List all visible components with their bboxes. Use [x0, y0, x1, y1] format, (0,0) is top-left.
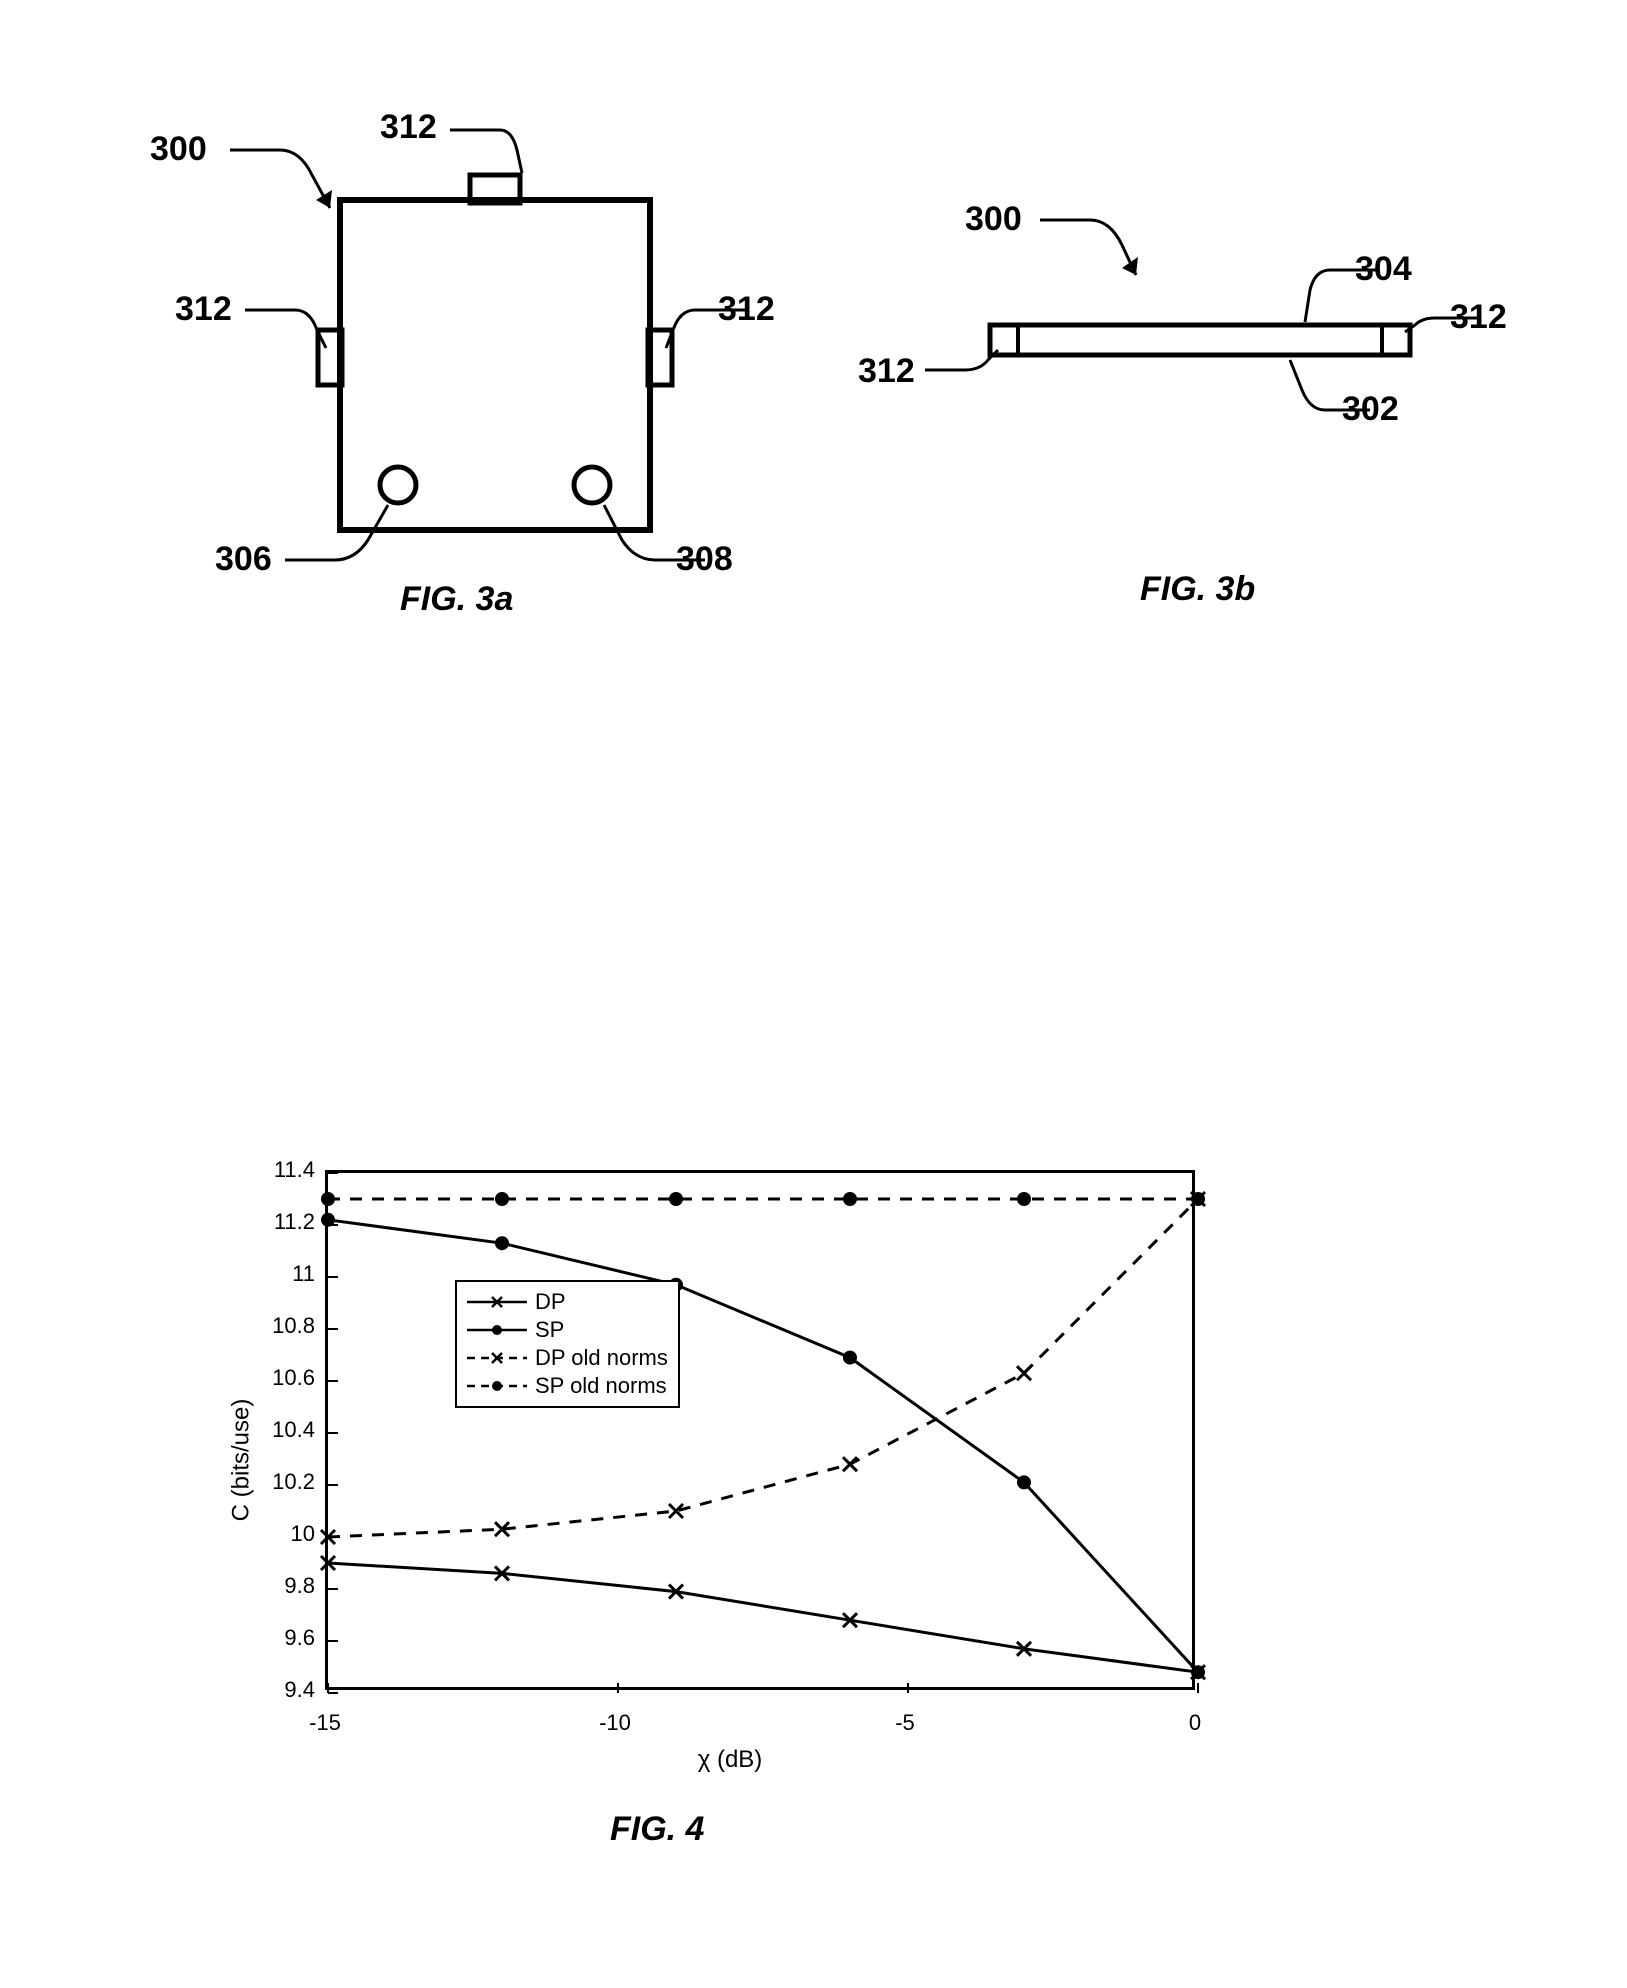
ref-302: 302 [1342, 390, 1399, 429]
y-axis-label: C (bits/use) [227, 1399, 255, 1522]
ref-312-left-3b: 312 [858, 352, 915, 391]
y-tick-label: 9.6 [255, 1625, 315, 1651]
legend-label: SP old norms [535, 1373, 667, 1399]
legend-row: SP old norms [467, 1372, 668, 1400]
legend-label: DP [535, 1289, 566, 1315]
plot-area [325, 1170, 1195, 1690]
legend-swatch [467, 1376, 527, 1396]
legend-swatch [467, 1320, 527, 1340]
fig3a-caption: FIG. 3a [400, 580, 513, 619]
fig4-caption: FIG. 4 [610, 1810, 704, 1849]
x-tick-label: 0 [1189, 1710, 1201, 1736]
legend-swatch [467, 1348, 527, 1368]
y-tick-label: 9.4 [255, 1677, 315, 1703]
x-tick-label: -15 [309, 1710, 341, 1736]
y-tick-label: 10 [255, 1521, 315, 1547]
y-tick-label: 10.2 [255, 1469, 315, 1495]
figure-3b: 300 304 312 312 302 FIG. 3b [850, 170, 1550, 650]
ref-304: 304 [1355, 250, 1412, 289]
legend-row: SP [467, 1316, 668, 1344]
arrow-300 [316, 190, 332, 208]
legend-row: DP old norms [467, 1344, 668, 1372]
y-tick-label: 10.4 [255, 1417, 315, 1443]
x-tick-label: -5 [895, 1710, 915, 1736]
ref-300-3a: 300 [150, 130, 207, 169]
slab-outline [990, 325, 1410, 355]
x-tick-label: -10 [599, 1710, 631, 1736]
fig3b-caption: FIG. 3b [1140, 570, 1255, 609]
lead-300 [230, 150, 330, 208]
ref-306: 306 [215, 540, 272, 579]
y-tick-label: 9.8 [255, 1573, 315, 1599]
figure-4: 9.4 9.6 9.8 10 10.2 10.4 10.6 10.8 11 11.2 11.4 -1… [225, 1150, 1235, 1770]
ref-312-right: 312 [718, 290, 775, 329]
legend-row: DP [467, 1288, 668, 1316]
ref-308: 308 [676, 540, 733, 579]
lead-312-left [245, 310, 326, 348]
chart-legend: DPSPDP old normsSP old norms [455, 1280, 680, 1408]
ref-312-right-3b: 312 [1450, 298, 1507, 337]
ref-300-3b: 300 [965, 200, 1022, 239]
lead-300-3b [1040, 220, 1136, 275]
x-axis-label: χ (dB) [698, 1746, 763, 1774]
device-body [340, 200, 650, 530]
legend-label: SP [535, 1317, 564, 1343]
y-tick-label: 11.4 [255, 1157, 315, 1183]
ref-312-top: 312 [380, 108, 437, 147]
y-tick-label: 10.8 [255, 1313, 315, 1339]
hole-right [574, 467, 610, 503]
lead-306 [285, 505, 388, 560]
lead-312-top [450, 130, 522, 173]
y-tick-label: 11.2 [255, 1209, 315, 1235]
plot-svg [328, 1173, 1198, 1693]
ref-312-left: 312 [175, 290, 232, 329]
hole-left [380, 467, 416, 503]
y-tick-label: 11 [255, 1261, 315, 1287]
figure-3a: 300 312 312 312 306 308 FIG. 3a [120, 90, 800, 650]
lead-312-left-3b [925, 350, 998, 370]
legend-label: DP old norms [535, 1345, 668, 1371]
x-axis-label-text: χ (dB) [698, 1746, 763, 1773]
y-tick-label: 10.6 [255, 1365, 315, 1391]
legend-swatch [467, 1292, 527, 1312]
